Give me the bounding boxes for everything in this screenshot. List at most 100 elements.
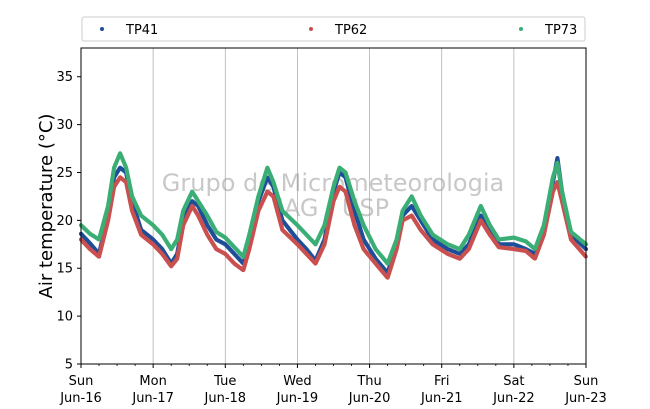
data-point bbox=[304, 247, 308, 251]
data-point bbox=[331, 185, 336, 189]
data-point bbox=[497, 237, 501, 242]
data-point bbox=[386, 261, 390, 266]
legend-label-tp41: TP41 bbox=[125, 23, 158, 38]
data-point bbox=[555, 180, 560, 184]
data-point bbox=[214, 230, 218, 234]
x-tick-label-day: Tue bbox=[213, 374, 236, 389]
data-point bbox=[190, 204, 194, 208]
y-tick-label: 15 bbox=[56, 262, 73, 277]
data-point bbox=[337, 166, 342, 170]
data-point bbox=[374, 261, 378, 266]
data-point bbox=[488, 223, 492, 227]
data-point bbox=[256, 209, 260, 213]
data-point bbox=[88, 247, 92, 251]
data-point bbox=[232, 261, 236, 266]
data-point bbox=[106, 218, 110, 222]
data-point bbox=[467, 247, 471, 251]
data-point bbox=[124, 166, 128, 170]
data-point bbox=[97, 255, 101, 259]
data-point bbox=[97, 237, 101, 242]
legend-entry-tp62[interactable]: TP62 bbox=[309, 23, 367, 38]
data-point bbox=[458, 247, 462, 251]
y-tick-label: 25 bbox=[56, 166, 73, 181]
data-point bbox=[479, 218, 483, 222]
data-point bbox=[214, 237, 218, 242]
data-point bbox=[151, 237, 155, 242]
data-point bbox=[295, 242, 299, 246]
data-point bbox=[130, 209, 134, 213]
x-tick-label-date: Jun-23 bbox=[564, 391, 607, 406]
legend-marker-tp41 bbox=[100, 27, 104, 31]
data-point bbox=[205, 233, 209, 237]
x-tick-label-date: Jun-21 bbox=[420, 391, 463, 406]
y-tick-label: 10 bbox=[56, 310, 73, 325]
y-axis-label: Air temperature (°C) bbox=[36, 114, 57, 299]
data-point bbox=[247, 233, 251, 237]
data-series bbox=[78, 151, 589, 280]
data-point bbox=[322, 242, 327, 246]
data-point bbox=[533, 247, 537, 251]
data-point bbox=[362, 237, 366, 242]
data-point bbox=[295, 223, 299, 227]
legend-label-tp62: TP62 bbox=[334, 23, 367, 38]
data-point bbox=[555, 156, 560, 160]
data-point bbox=[181, 209, 185, 213]
data-point bbox=[304, 252, 308, 256]
data-point bbox=[395, 247, 399, 251]
data-point bbox=[256, 194, 260, 198]
data-point bbox=[431, 242, 435, 246]
data-point bbox=[271, 180, 275, 184]
data-point bbox=[190, 199, 194, 203]
data-point bbox=[497, 245, 501, 249]
legend-marker-tp62 bbox=[309, 27, 313, 31]
data-point bbox=[458, 252, 462, 256]
data-point bbox=[458, 257, 462, 261]
data-point bbox=[569, 230, 573, 234]
data-point bbox=[419, 214, 423, 218]
data-point bbox=[533, 257, 537, 261]
data-point bbox=[551, 175, 555, 179]
x-tick-label-date: Jun-22 bbox=[492, 391, 535, 406]
data-point bbox=[542, 233, 546, 237]
legend-box bbox=[81, 16, 586, 42]
x-tick-label-date: Jun-16 bbox=[59, 391, 102, 406]
x-tick-label-day: Fri bbox=[434, 374, 450, 389]
data-point bbox=[410, 204, 414, 208]
legend-entry-tp41[interactable]: TP41 bbox=[100, 23, 158, 38]
data-point bbox=[343, 170, 348, 175]
x-tick-label-day: Thu bbox=[356, 374, 381, 389]
data-point bbox=[280, 228, 284, 232]
x-axis-ticks: Sun Jun-16 Mon Jun-17 Tue Jun-18 Wed Jun-19 Thu J… bbox=[59, 364, 607, 406]
data-point bbox=[512, 236, 516, 240]
legend-entry-tp73[interactable]: TP73 bbox=[519, 23, 577, 38]
data-point bbox=[223, 242, 227, 246]
data-point bbox=[175, 257, 179, 261]
data-point bbox=[337, 185, 342, 189]
x-tick-label-day: Wed bbox=[283, 374, 311, 389]
data-point bbox=[232, 252, 236, 256]
data-point bbox=[401, 209, 405, 213]
data-point bbox=[196, 199, 200, 203]
data-point bbox=[88, 232, 92, 236]
data-point bbox=[205, 214, 209, 218]
data-point bbox=[331, 199, 336, 203]
data-point bbox=[419, 228, 423, 232]
data-point bbox=[560, 190, 564, 194]
x-tick-label-date: Jun-17 bbox=[131, 391, 174, 406]
data-point bbox=[446, 247, 450, 251]
series-tp73 bbox=[78, 151, 589, 266]
legend[interactable]: TP41 TP62 TP73 bbox=[81, 16, 586, 42]
data-point bbox=[265, 166, 269, 170]
data-point bbox=[241, 255, 245, 259]
data-point bbox=[395, 237, 399, 242]
data-point bbox=[139, 214, 143, 218]
data-point bbox=[555, 161, 560, 165]
data-point bbox=[241, 268, 245, 272]
data-point bbox=[524, 239, 528, 243]
data-point bbox=[223, 236, 227, 240]
data-point bbox=[265, 190, 269, 194]
data-point bbox=[410, 214, 414, 218]
data-point bbox=[446, 242, 450, 246]
x-tick-label-day: Mon bbox=[139, 374, 166, 389]
